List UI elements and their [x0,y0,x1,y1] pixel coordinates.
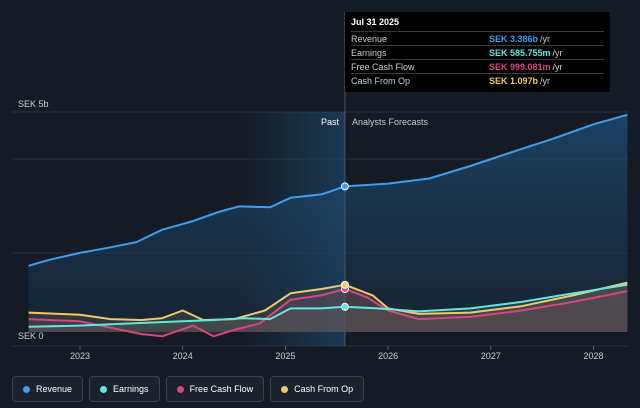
tooltip-unit: /yr [540,33,551,44]
chart-legend: Revenue Earnings Free Cash Flow Cash Fro… [12,376,365,402]
tooltip-label: Cash From Op [351,75,411,86]
tooltip-unit: /yr [540,75,551,86]
past-label: Past [321,117,340,127]
x-tick-label: 2023 [70,351,90,361]
y-axis-bottom-label: SEK 0 [18,331,44,341]
tooltip-unit: /yr [552,61,563,72]
line-earnings [28,283,628,328]
tooltip-label: Earnings [351,47,387,58]
tooltip-row-earnings: Earnings SEK 585.755m /yr [351,45,604,59]
area-chart: SEK 5b SEK 0 Past Analysts Forecasts 202… [12,12,628,361]
area-revenue [28,114,628,332]
tooltip-row-free-cash-flow: Free Cash Flow SEK 999.081m /yr [351,59,604,73]
tooltip-value: SEK 3.386b [489,33,539,44]
tooltip: Jul 31 2025 Revenue SEK 3.386b /yr Earni… [345,12,610,92]
legend-item-cash-from-op[interactable]: Cash From Op [270,376,365,402]
tooltip-row-cash-from-op: Cash From Op SEK 1.097b /yr [351,73,604,87]
x-tick-label: 2027 [481,351,501,361]
tooltip-value: SEK 1.097b [489,75,539,86]
legend-dot-icon [23,385,30,393]
marker-earnings [340,302,349,311]
legend-dot-icon [281,385,289,393]
area-free-cash-flow [28,289,628,337]
x-tick-label: 2026 [378,351,398,361]
x-axis-ticks: 2023 2024 2025 2026 2027 2028 [70,346,604,361]
legend-item-free-cash-flow[interactable]: Free Cash Flow [165,376,265,402]
x-tick-label: 2025 [275,351,295,361]
line-revenue [28,113,628,267]
hover-markers [340,182,349,311]
marker-cash-from-op [340,280,349,289]
tooltip-row-revenue: Revenue SEK 3.386b /yr [351,31,604,45]
tooltip-value: SEK 585.755m [489,47,551,58]
legend-label: Free Cash Flow [189,384,254,394]
tooltip-unit: /yr [552,47,563,58]
series-lines [28,113,628,338]
tooltip-label: Free Cash Flow [351,61,415,72]
legend-item-revenue[interactable]: Revenue [12,376,84,402]
legend-label: Revenue [36,384,73,394]
legend-dot-icon [100,385,108,393]
legend-label: Cash From Op [294,384,354,394]
x-tick-label: 2024 [173,351,193,361]
line-free-cash-flow [28,288,628,338]
line-cash-from-op [28,281,628,321]
tooltip-label: Revenue [351,33,388,44]
forecast-label: Analysts Forecasts [352,117,429,127]
marker-revenue [340,182,349,191]
x-tick-label: 2028 [583,351,603,361]
legend-label: Earnings [113,384,149,394]
tooltip-value: SEK 999.081m [489,61,551,72]
tooltip-date: Jul 31 2025 [351,17,400,27]
legend-item-earnings[interactable]: Earnings [89,376,160,402]
y-axis-top-label: SEK 5b [18,99,49,109]
legend-dot-icon [176,385,184,393]
